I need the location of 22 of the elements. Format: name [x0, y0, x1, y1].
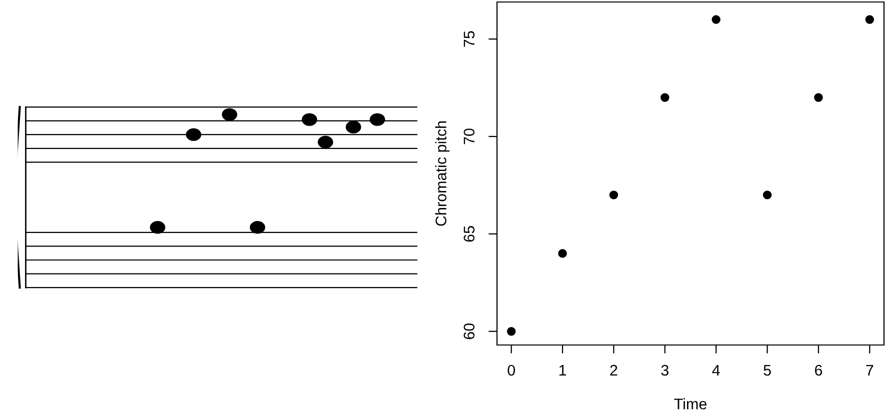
- x-tick-label: 3: [661, 364, 668, 376]
- point: [814, 93, 823, 102]
- y-tick-label: 75: [464, 31, 475, 47]
- x-tick-label: 2: [610, 364, 618, 376]
- point: [865, 15, 874, 24]
- point: [609, 190, 618, 200]
- point: [712, 15, 720, 24]
- point: [506, 326, 516, 336]
- point: [660, 93, 670, 102]
- y-tick-label: 65: [464, 226, 475, 242]
- x-tick-label: 7: [866, 365, 874, 376]
- x-tick-label: 5: [764, 365, 771, 376]
- point: [762, 190, 772, 200]
- x-tick-label: 0: [508, 364, 515, 376]
- x-tick-label: 1: [559, 365, 566, 376]
- y-axis-title: Chromatic pitch: [435, 121, 450, 226]
- point: [558, 249, 567, 258]
- y-tick-label: 60: [464, 323, 475, 340]
- x-axis-title: Time: [674, 398, 707, 410]
- x-tick-label: 6: [815, 364, 822, 376]
- y-tick-label: 70: [464, 128, 475, 144]
- x-tick-label: 4: [712, 365, 720, 376]
